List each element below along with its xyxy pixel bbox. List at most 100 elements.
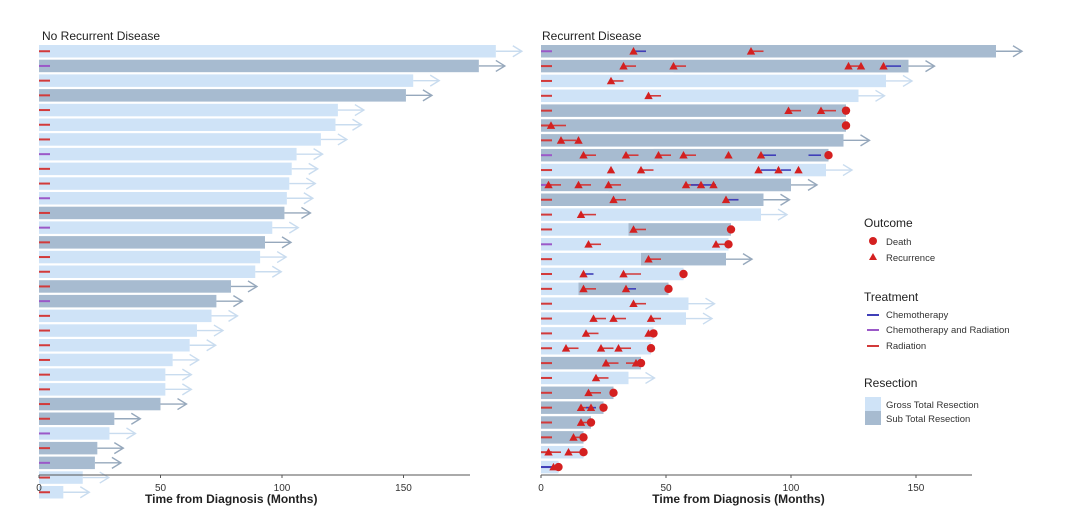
x-axis: 0 50 100 150 Time from Diagnosis (Months) — [538, 474, 972, 506]
patient-bar — [39, 206, 285, 220]
alive-arrow-head — [495, 59, 507, 73]
patient-bar-str-segment — [578, 282, 669, 296]
patient-bar — [39, 353, 173, 367]
recurrence-marker — [576, 210, 586, 218]
recurrence-marker — [621, 284, 631, 293]
alive-arrow-head — [130, 412, 142, 425]
patient-bar — [39, 397, 161, 411]
patient-row — [541, 134, 871, 147]
alive-arrow-head — [303, 192, 315, 205]
patient-bar — [39, 162, 292, 176]
panel-title: Recurrent Disease — [542, 29, 642, 43]
recurrence-marker — [721, 195, 731, 204]
recurrence-marker — [644, 91, 653, 100]
recurrence-marker — [724, 151, 733, 159]
recurrence-marker — [784, 106, 793, 115]
x-tick-label: 0 — [36, 483, 42, 494]
patient-bar — [39, 412, 115, 425]
patient-row — [39, 147, 324, 161]
recurrence-marker — [544, 180, 553, 189]
alive-arrow-head — [354, 103, 366, 117]
patient-bar — [39, 294, 217, 308]
patient-row — [541, 208, 789, 221]
patient-bar — [39, 486, 64, 499]
recurrence-marker — [579, 284, 588, 293]
death-marker — [726, 225, 736, 234]
recurrence-marker — [596, 344, 606, 352]
patient-row — [39, 412, 142, 425]
patient-bar — [39, 177, 290, 190]
patient-row — [541, 386, 618, 400]
alive-arrow-head — [281, 236, 293, 249]
patient-bar — [541, 208, 761, 221]
alive-arrow-head — [429, 74, 441, 87]
patient-row — [541, 74, 914, 88]
recurrence-marker — [754, 165, 763, 174]
alive-arrow-head — [742, 253, 754, 266]
patient-row — [541, 297, 716, 310]
patient-bar — [39, 103, 338, 117]
death-marker — [841, 106, 851, 115]
recurrence-marker — [584, 240, 593, 248]
recurrence-marker — [569, 433, 578, 441]
patient-row — [541, 416, 596, 429]
recurrence-marker — [646, 314, 656, 322]
patient-row — [541, 223, 736, 236]
death-marker — [679, 269, 688, 279]
patient-row — [39, 250, 288, 264]
alive-arrow-head — [113, 442, 125, 455]
patient-row — [39, 221, 300, 234]
recurrence-marker — [619, 61, 628, 70]
recurrence-marker — [681, 180, 691, 189]
x-tick-label: 150 — [395, 483, 412, 494]
patient-bar-str-segment — [673, 59, 909, 73]
patient-row — [541, 445, 588, 459]
patient-row — [39, 280, 259, 293]
recurrence-marker — [629, 47, 638, 55]
patient-row — [541, 401, 608, 414]
legend-radiation-label: Radiation — [886, 341, 926, 352]
legend-str-symbol — [865, 411, 881, 425]
no-recurrence-panel: No Recurrent Disease 0 50 100 150 Time from D… — [36, 29, 524, 506]
alive-arrow-head — [288, 221, 300, 234]
recurrence-marker — [654, 151, 663, 159]
patient-bar — [541, 89, 859, 103]
patient-row — [39, 427, 137, 440]
patient-row — [39, 206, 312, 220]
patient-row — [39, 89, 434, 102]
patient-bar — [39, 118, 336, 131]
alive-arrow-head — [177, 397, 188, 411]
alive-arrow-head — [1012, 45, 1024, 58]
alive-arrow-head — [276, 250, 288, 264]
recurrence-marker — [564, 448, 573, 456]
alive-arrow-head — [213, 324, 225, 337]
x-axis-label: Time from Diagnosis (Months) — [145, 492, 317, 506]
recurrence-marker — [584, 388, 593, 397]
patient-bar — [39, 89, 406, 102]
patient-row — [39, 339, 218, 352]
patient-row — [541, 460, 563, 474]
patient-bar — [39, 309, 212, 323]
legend-outcome-title: Outcome — [864, 216, 913, 230]
legend-resection-title: Resection — [864, 376, 917, 390]
patient-bar — [541, 238, 729, 251]
alive-arrow-head — [99, 471, 111, 484]
alive-arrow-head — [875, 89, 886, 102]
patient-bar-str-segment — [641, 252, 726, 266]
alive-arrow-head — [189, 353, 200, 367]
alive-arrow-head — [79, 486, 91, 499]
alive-arrow-head — [271, 265, 283, 278]
patient-row — [541, 178, 819, 192]
patient-row — [39, 294, 244, 308]
recurrence-marker — [579, 269, 588, 278]
patient-row — [39, 45, 524, 58]
patient-bar — [39, 236, 265, 249]
alive-arrow-head — [842, 163, 854, 177]
patient-row — [541, 312, 714, 325]
patient-row — [39, 74, 441, 87]
recurrence-marker — [879, 61, 888, 70]
alive-arrow-head — [233, 295, 244, 308]
alive-arrow-head — [860, 134, 871, 147]
recurrence-marker — [756, 151, 766, 159]
recurrence-marker — [574, 180, 583, 189]
